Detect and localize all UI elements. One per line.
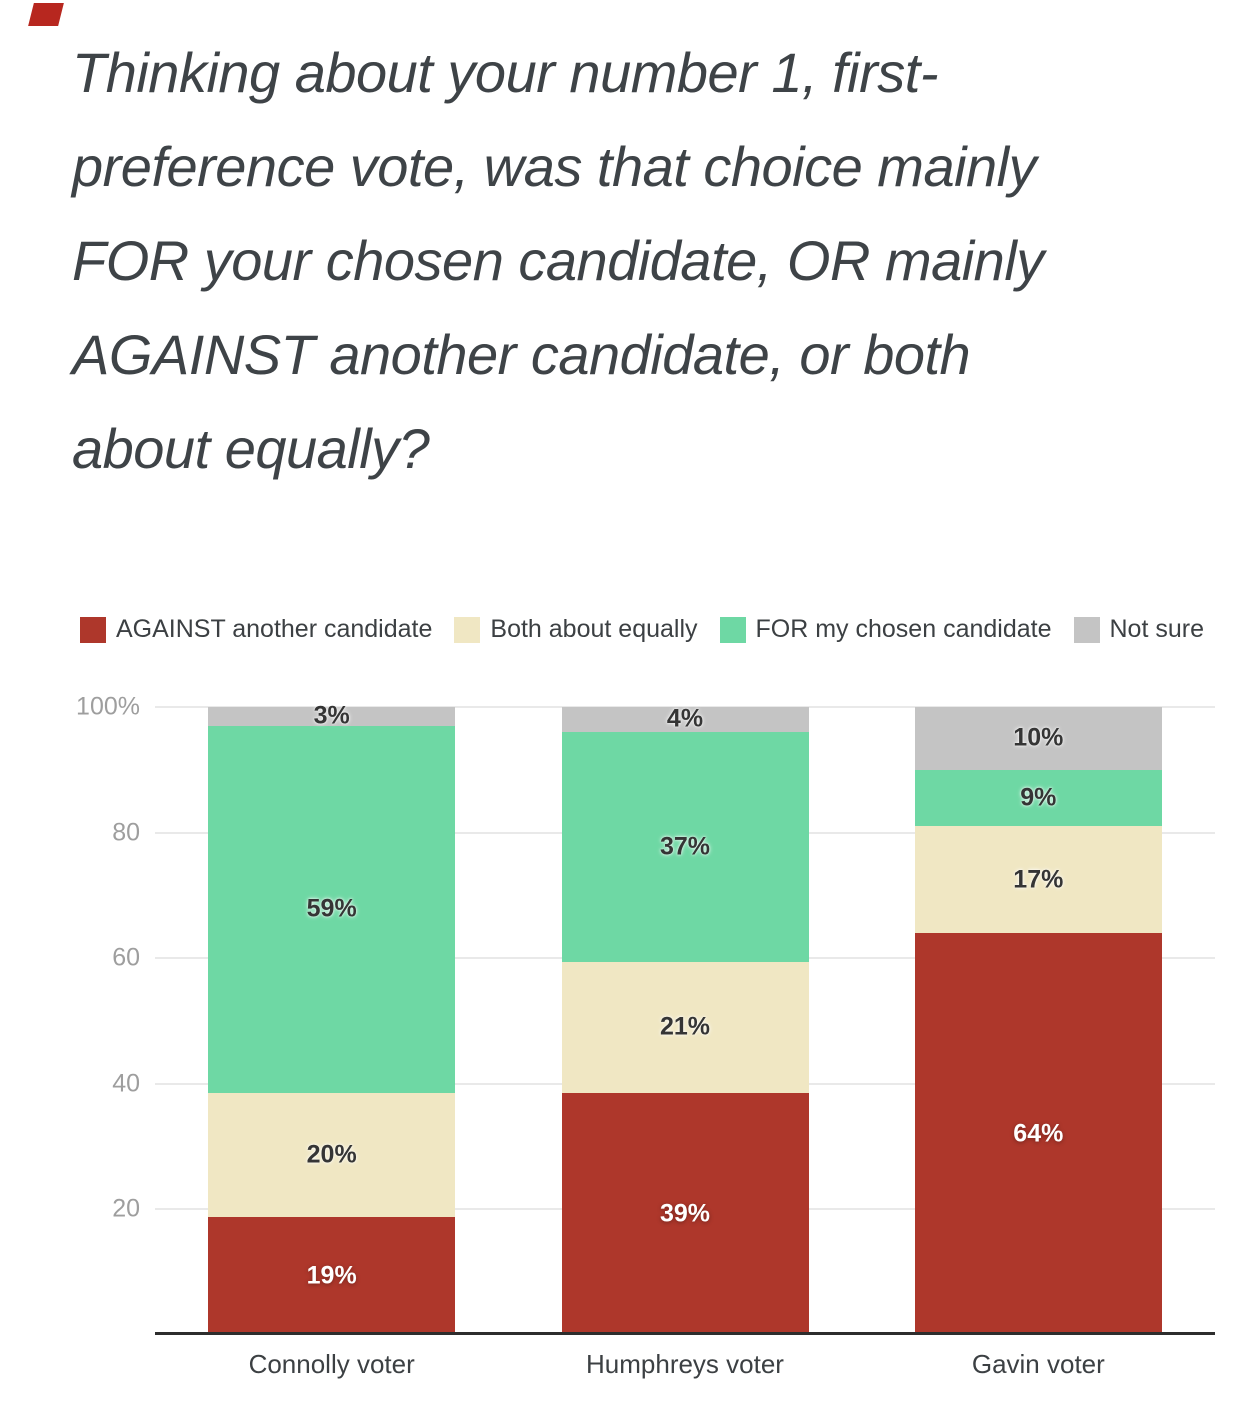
legend-label: Not sure: [1109, 615, 1204, 643]
question-title-line: FOR your chosen candidate, OR mainly: [72, 229, 1044, 292]
bar-column: 19% 20% 59% 3%: [208, 702, 456, 1335]
bar-segment-label: 37%: [659, 832, 711, 861]
bar-segment: 59%: [208, 725, 456, 1093]
bar-segment-label: 3%: [313, 701, 350, 730]
bar-segment: 19%: [208, 1216, 456, 1335]
y-tick-label: 80: [112, 818, 140, 847]
x-category-label: Connolly voter: [248, 1349, 415, 1379]
legend-item: Not sure: [1073, 615, 1204, 644]
y-tick-label: 20: [112, 1194, 140, 1223]
legend-item: FOR my chosen candidate: [719, 615, 1052, 644]
bar-segment-label: 59%: [306, 894, 357, 923]
legend-swatch: [719, 616, 746, 643]
question-title-line: AGAINST another candidate, or both: [72, 323, 971, 386]
legend-label: Both about equally: [490, 615, 698, 643]
bar-segment: 17%: [914, 826, 1162, 934]
x-axis-line: [155, 1332, 1215, 1335]
bar-segment: 4%: [561, 704, 809, 733]
y-tick-label: 100%: [76, 692, 140, 721]
legend-item: Both about equally: [454, 615, 698, 644]
y-tick-label: 60: [112, 943, 140, 972]
y-tick-label: 40: [112, 1069, 140, 1098]
question-title-line: about equally?: [72, 417, 430, 480]
bar-segment-label: 19%: [306, 1261, 357, 1290]
bar-segment-label: 17%: [1013, 865, 1064, 894]
bar-segment: 37%: [561, 731, 809, 962]
gridline: [155, 706, 1215, 708]
legend-label: FOR my chosen candidate: [755, 615, 1052, 643]
legend-item: AGAINST another candidate: [80, 615, 432, 644]
bar-segment: 21%: [561, 961, 809, 1093]
bar-segment-label: 20%: [306, 1140, 357, 1169]
legend-swatch: [454, 616, 481, 643]
bar-segment: 9%: [914, 769, 1162, 827]
legend-label: AGAINST another candidate: [116, 615, 433, 643]
bar-column: 64% 17% 9% 10%: [914, 707, 1162, 1335]
bar-segment-label: 10%: [1013, 723, 1064, 752]
question-title-line: preference vote, was that choice mainly: [72, 135, 1037, 198]
bar-column: 39% 21% 37% 4%: [561, 704, 809, 1335]
question-title-line: Thinking about your number 1, first-: [72, 41, 938, 104]
bar-segment-label: 9%: [1020, 783, 1057, 812]
bar-segment-label: 39%: [659, 1199, 711, 1228]
bar-segment-label: 4%: [666, 704, 704, 733]
chart-legend: AGAINST another candidate Both about equa…: [80, 615, 1204, 644]
bar-segment: 3%: [208, 702, 456, 730]
question-title: Thinking about your number 1, first- pre…: [72, 26, 1182, 496]
bar-segment-label: 64%: [1013, 1119, 1064, 1148]
legend-swatch: [80, 616, 106, 643]
bar-segment-label: 21%: [659, 1012, 711, 1041]
bar-segment: 20%: [208, 1092, 456, 1217]
bar-segment: 39%: [561, 1092, 809, 1335]
legend-swatch: [1073, 616, 1100, 643]
bar-segment: 10%: [914, 707, 1162, 770]
x-category-label: Gavin voter: [971, 1349, 1105, 1379]
bar-segment: 64%: [914, 933, 1162, 1335]
x-category-label: Humphreys voter: [586, 1349, 784, 1379]
